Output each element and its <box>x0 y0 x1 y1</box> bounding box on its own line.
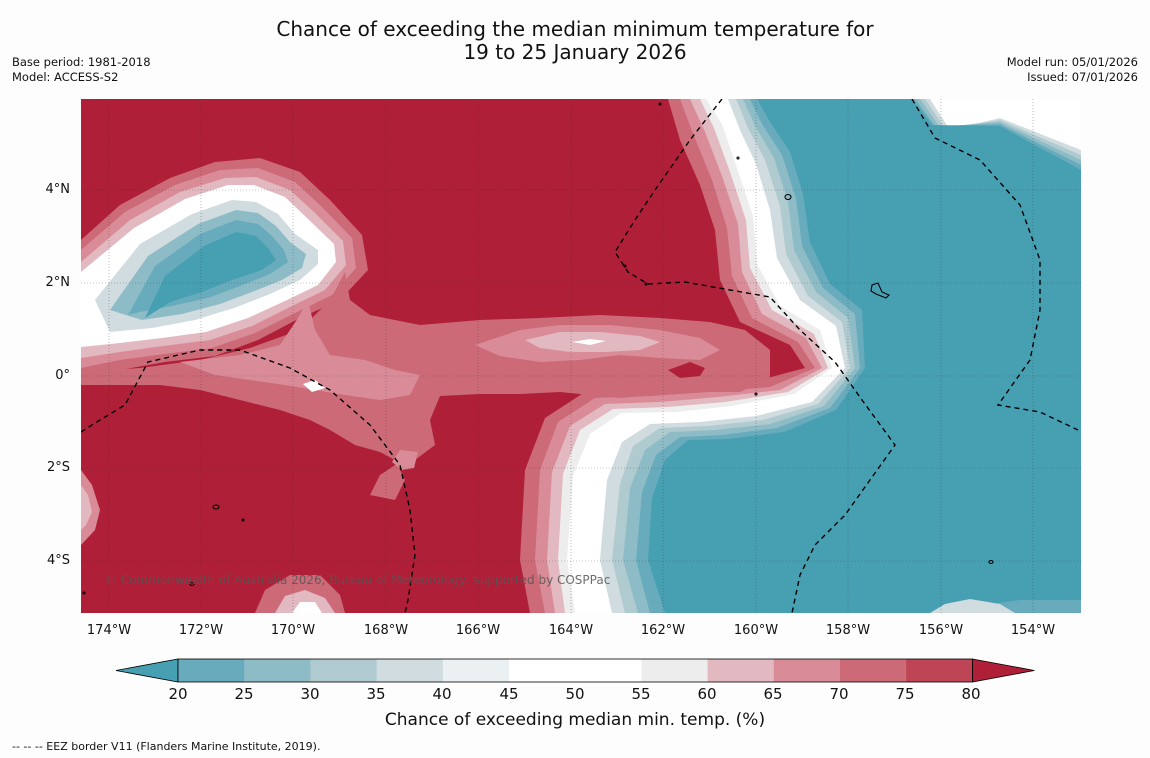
colorbar-label: Chance of exceeding median min. temp. (%… <box>384 710 766 730</box>
meta-left: Base period: 1981-2018 Model: ACCESS-S2 <box>12 55 151 85</box>
lon-label-160w: 160°W <box>733 623 779 638</box>
colorbar-tick: 30 <box>300 685 320 703</box>
colorbar-segment <box>575 659 642 682</box>
lon-label-162w: 162°W <box>640 623 686 638</box>
colorbar-segment <box>509 659 576 682</box>
colorbar-tick: 50 <box>565 685 585 703</box>
colorbar-segment <box>442 659 510 682</box>
colorbar-segment <box>244 659 311 682</box>
lon-label-170w: 170°W <box>270 623 316 638</box>
lat-label-4n: 4°N <box>45 182 71 197</box>
lon-label-174w: 174°W <box>86 623 132 638</box>
lon-label-168w: 168°W <box>363 623 409 638</box>
model-name: Model: ACCESS-S2 <box>12 70 119 84</box>
map-title: Chance of exceeding the median minimum t… <box>0 18 1150 64</box>
eez-borders <box>81 99 1079 613</box>
lon-label-166w: 166°W <box>455 623 501 638</box>
lat-label-2s: 2°S <box>46 460 70 475</box>
colorbar-extend-low <box>115 658 179 683</box>
colorbar-segment <box>376 659 444 682</box>
colorbar-segment <box>707 659 775 682</box>
base-period: Base period: 1981-2018 <box>12 55 151 69</box>
lon-label-156w: 156°W <box>918 623 964 638</box>
colorbar-tick: 80 <box>961 685 981 703</box>
lat-label-2n: 2°N <box>45 275 71 290</box>
colorbar-segment <box>310 659 378 682</box>
colorbar-tick: 65 <box>763 685 783 703</box>
issued-date: Issued: 07/01/2026 <box>1027 70 1138 84</box>
colorbar <box>115 658 1035 683</box>
model-run: Model run: 05/01/2026 <box>1006 55 1138 69</box>
colorbar-segment <box>906 659 973 682</box>
colorbar-tick: 55 <box>631 685 651 703</box>
colorbar-tick: 40 <box>432 685 452 703</box>
colorbar-segment <box>840 659 907 682</box>
colorbar-tick: 20 <box>168 685 188 703</box>
colorbar-segment <box>641 659 709 682</box>
islands <box>82 102 994 595</box>
western-below-median-blob <box>81 158 368 380</box>
colorbar-tick: 35 <box>366 685 386 703</box>
lat-label-0: 0° <box>55 368 70 383</box>
meta-right: Model run: 05/01/2026 Issued: 07/01/2026 <box>1007 55 1138 85</box>
eastern-below-median-region <box>520 99 1081 613</box>
eez-legend-note: -- -- -- EEZ border V11 (Flanders Marine… <box>12 740 321 753</box>
lon-label-172w: 172°W <box>178 623 224 638</box>
colorbar-tick: 45 <box>499 685 519 703</box>
lon-label-154w: 154°W <box>1010 623 1056 638</box>
map-panel <box>81 99 1081 613</box>
copyright-notice: © Commonwealth of Australia 2026, Bureau… <box>105 573 610 587</box>
colorbar-segment <box>178 659 245 682</box>
lon-label-158w: 158°W <box>825 623 871 638</box>
central-moderate-band <box>81 272 770 613</box>
title-line-1: Chance of exceeding the median minimum t… <box>276 17 874 41</box>
colorbar-border <box>177 658 973 683</box>
lat-label-4s: 4°S <box>46 553 70 568</box>
colorbar-tick: 75 <box>895 685 915 703</box>
colorbar-extend-high <box>972 658 1035 683</box>
colorbar-tick: 60 <box>697 685 717 703</box>
colorbar-tick: 70 <box>829 685 849 703</box>
title-line-2: 19 to 25 January 2026 <box>463 40 687 64</box>
lon-label-164w: 164°W <box>548 623 594 638</box>
colorbar-tick: 25 <box>234 685 254 703</box>
colorbar-segment <box>773 659 841 682</box>
